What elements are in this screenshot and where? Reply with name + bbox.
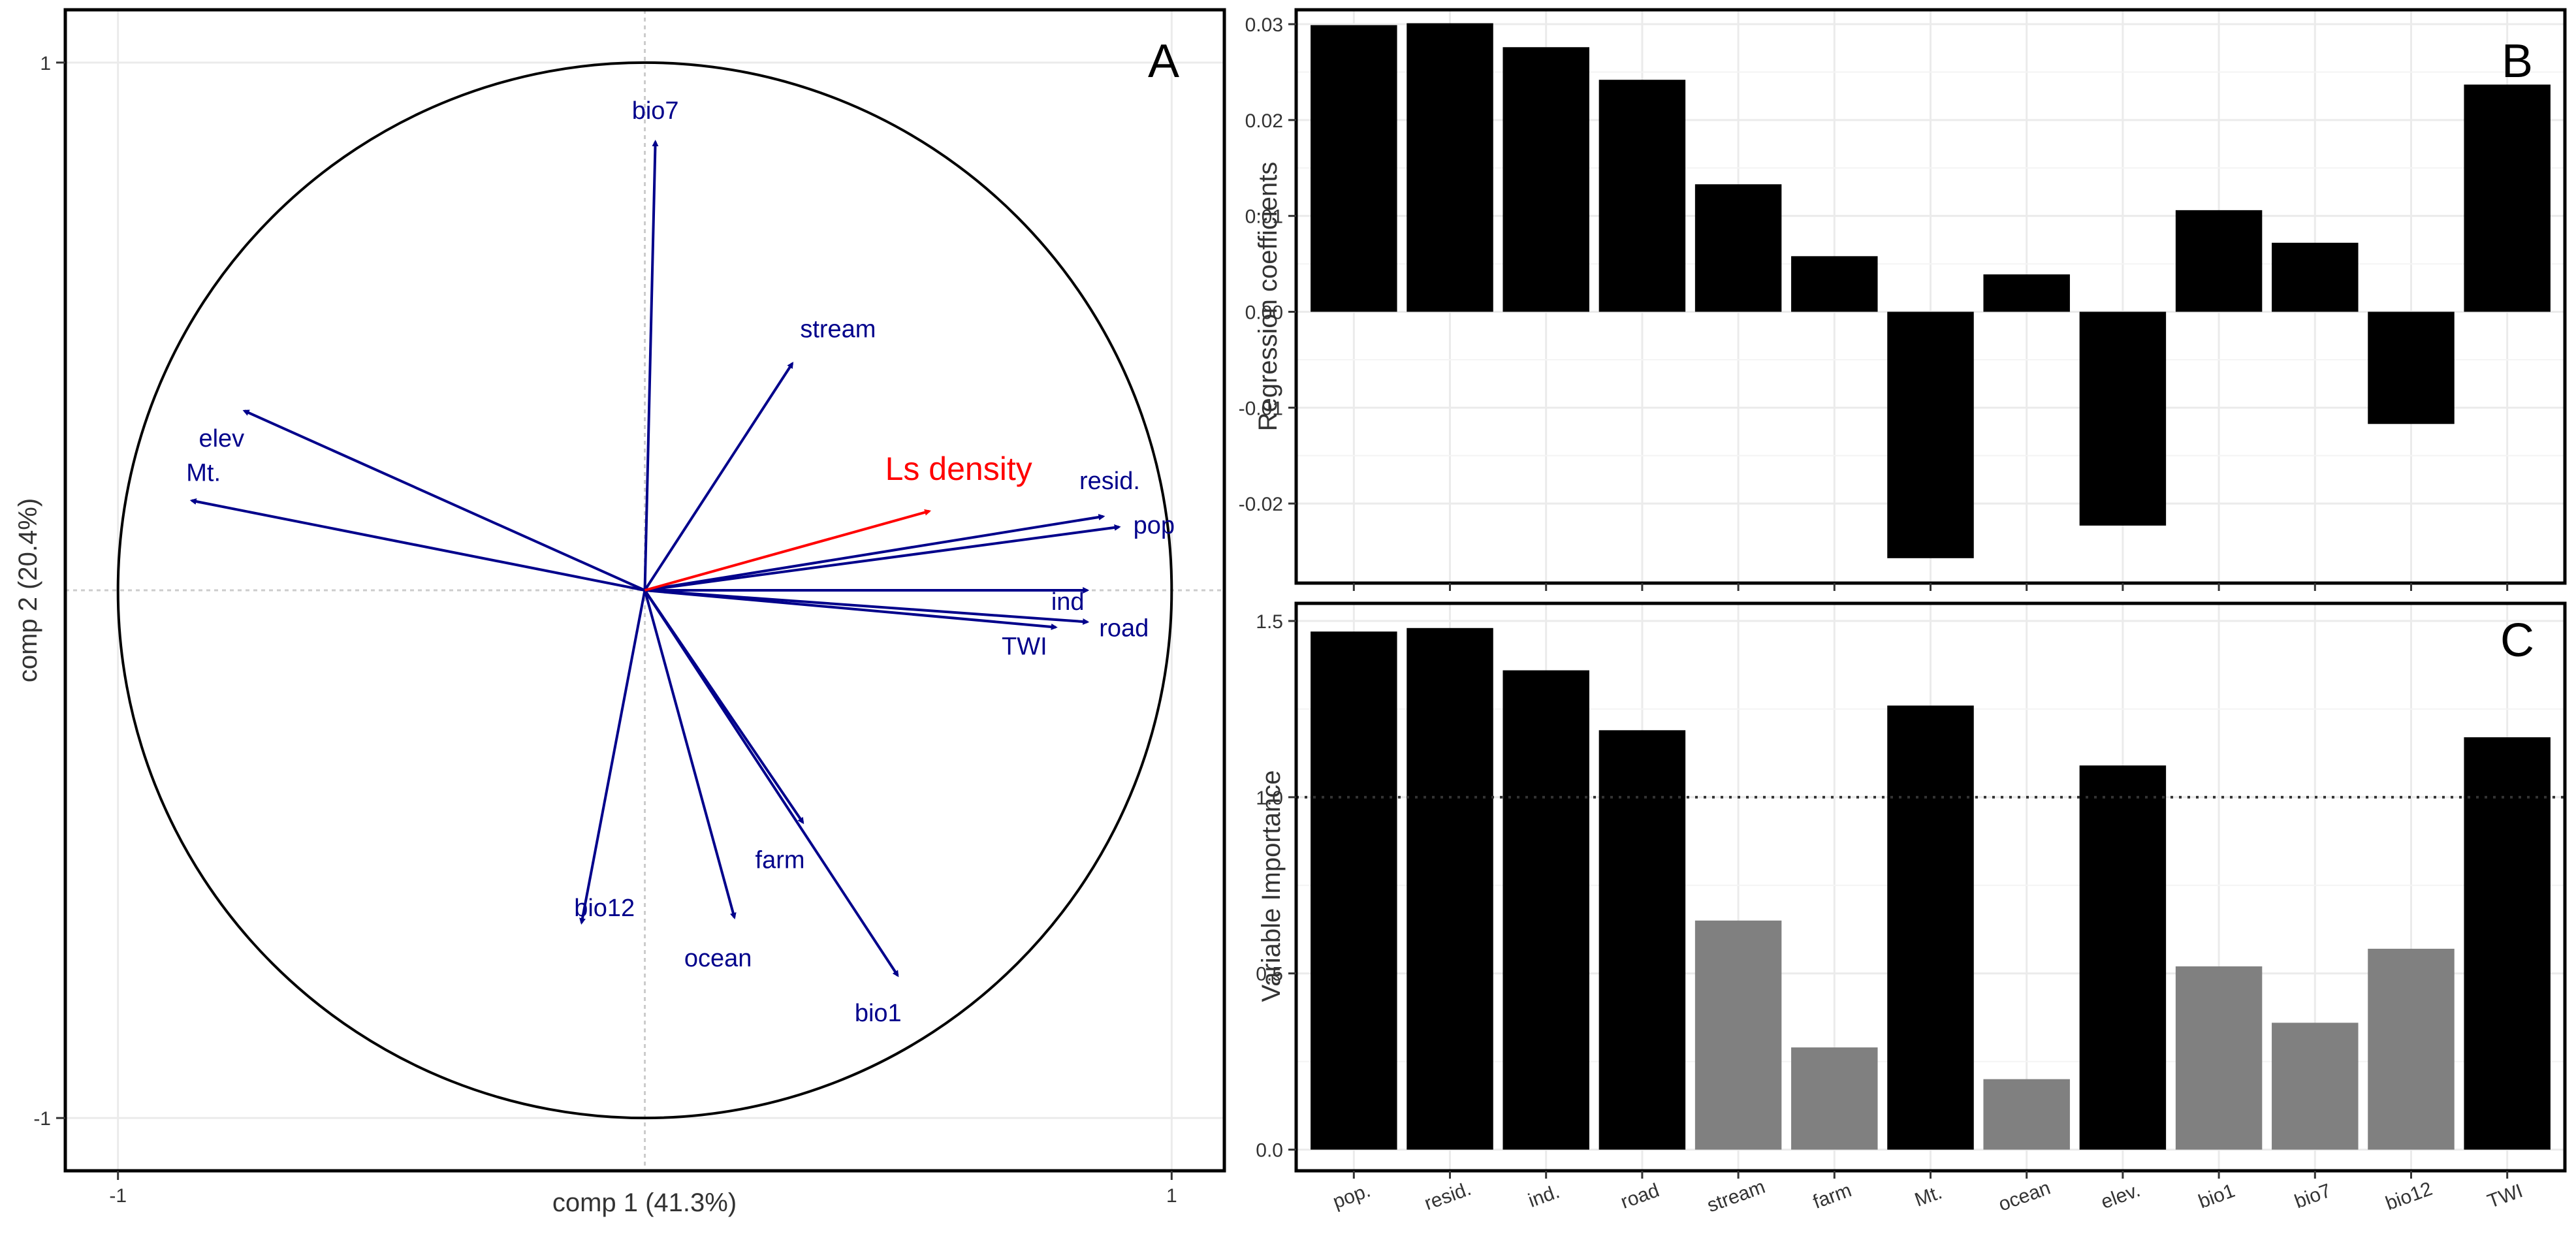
panel-a-y-axis-label: comp 2 (20.4%) <box>14 498 42 682</box>
bar-ind <box>1503 47 1589 312</box>
x-tick-label-elev: elev. <box>2098 1179 2143 1213</box>
bar-road <box>1598 730 1686 1150</box>
y-tick-label: -1 <box>33 1108 51 1130</box>
bar-farm <box>1791 1047 1878 1150</box>
bar-ind <box>1503 670 1589 1150</box>
bar-stream <box>1694 184 1782 312</box>
arrow-elev <box>242 409 646 592</box>
y-tick-label: 0.0 <box>1256 1140 1283 1162</box>
y-tick-label: 0.01 <box>1245 206 1283 228</box>
arrow-bio12 <box>579 590 646 925</box>
x-tick-label-ocean: ocean <box>1996 1177 2053 1216</box>
y-tick-label: -0.01 <box>1239 398 1283 419</box>
arrow-label-resid: resid. <box>1079 468 1140 495</box>
bar-twi <box>2464 737 2551 1150</box>
arrow-label-twi: TWI <box>1002 633 1047 661</box>
bar-bio1 <box>2175 966 2263 1150</box>
bar-bio7 <box>2272 1023 2359 1150</box>
y-tick-label: 1.5 <box>1256 611 1283 633</box>
y-tick-label: 1 <box>40 53 51 74</box>
x-tick-label-pop: pop. <box>1330 1180 1373 1213</box>
arrow-label-bio7: bio7 <box>632 97 679 125</box>
bar-ocean <box>1983 1079 2070 1150</box>
x-tick-label-road: road <box>1618 1179 1662 1213</box>
bar-bio1 <box>2175 210 2263 312</box>
arrow-label-bio12: bio12 <box>574 895 635 922</box>
arrow-bio7 <box>643 140 659 591</box>
arrow-label-stream: stream <box>800 315 876 343</box>
bar-bio12 <box>2368 948 2455 1150</box>
panel-c-y-axis-label: Variable Importance <box>1257 771 1286 1002</box>
bar-mt <box>1887 705 1974 1150</box>
bar-twi <box>2464 84 2551 312</box>
y-tick-label: -0.02 <box>1239 494 1283 515</box>
arrow-resid <box>644 514 1105 592</box>
arrow-label-farm: farm <box>755 847 805 874</box>
bar-road <box>1598 80 1686 312</box>
arrow-label-pop: pop <box>1134 512 1175 539</box>
arrow-label-road: road <box>1099 614 1149 642</box>
panel-a-x-axis-label: comp 1 (41.3%) <box>552 1188 737 1217</box>
arrow-label-elev: elev <box>199 425 244 453</box>
bar-ocean <box>1983 274 2070 312</box>
panel-b-regression-coefficients: -0.02 -0.01 0.00 0.01 0.02 0.03 B Regression … <box>1239 8 2567 591</box>
x-tick-label: 1 <box>1166 1185 1177 1207</box>
arrow-twi <box>644 589 1058 630</box>
arrow-stream <box>643 361 794 592</box>
arrow-label-ls-density: Ls density <box>885 451 1032 487</box>
bar-elev <box>2079 311 2167 526</box>
arrow-mt <box>189 498 645 592</box>
panel-c-bars <box>1311 628 2551 1150</box>
panel-c-x-tick-labels: pop. resid. ind. road stream farm Mt. ocean elev… <box>1330 1176 2526 1216</box>
x-tick-label-mt: Mt. <box>1912 1181 1945 1211</box>
arrow-bio1 <box>643 589 899 978</box>
arrow-pop <box>644 524 1121 592</box>
y-tick-label: 0.02 <box>1245 110 1283 132</box>
panel-c-variable-importance: 0.0 0.5 1.0 1.5 pop. resid. ind. road stream far… <box>1256 601 2567 1216</box>
x-tick-label-farm: farm <box>1810 1179 1854 1213</box>
panel-b-bars <box>1311 23 2551 558</box>
bar-pop <box>1311 25 1397 312</box>
arrow-label-ocean: ocean <box>684 945 752 972</box>
bar-farm <box>1791 256 1878 312</box>
y-tick-label: 0.03 <box>1245 14 1283 36</box>
correlation-circle <box>116 61 1173 1120</box>
panel-a-letter: A <box>1148 35 1179 87</box>
bar-mt <box>1887 311 1974 558</box>
x-tick-label-stream: stream <box>1704 1176 1768 1216</box>
bar-pop <box>1311 631 1397 1150</box>
arrow-ls-density <box>644 509 932 592</box>
bar-elev <box>2079 765 2167 1150</box>
bar-bio12 <box>2368 311 2455 424</box>
arrow-road <box>644 589 1090 625</box>
panel-a-border <box>63 8 1226 1173</box>
y-tick-label: 0.5 <box>1256 964 1283 985</box>
bar-resid <box>1407 628 1493 1150</box>
x-tick-label-twi: TWI <box>2485 1180 2526 1213</box>
bar-stream <box>1694 920 1782 1150</box>
arrow-label-mt: Mt. <box>186 460 221 487</box>
panel-b-letter: B <box>2502 35 2533 87</box>
y-tick-label: 0.00 <box>1245 302 1283 323</box>
panel-c-letter: C <box>2500 614 2534 667</box>
arrow-label-ind: ind <box>1051 588 1085 616</box>
x-tick-label-bio1: bio1 <box>2196 1180 2238 1213</box>
arrow-ocean <box>643 590 737 919</box>
bar-resid <box>1407 23 1493 312</box>
x-tick-label: -1 <box>109 1185 127 1207</box>
bar-bio7 <box>2272 242 2359 312</box>
arrow-label-bio1: bio1 <box>855 1000 902 1027</box>
panel-b-y-axis-label: Regression coefficients <box>1254 162 1282 432</box>
y-tick-label: 1.0 <box>1256 787 1283 809</box>
x-tick-label-resid: resid. <box>1422 1178 1474 1215</box>
x-tick-label-ind: ind. <box>1525 1181 1563 1212</box>
x-tick-label-bio12: bio12 <box>2383 1178 2435 1215</box>
x-tick-label-bio7: bio7 <box>2292 1180 2334 1213</box>
